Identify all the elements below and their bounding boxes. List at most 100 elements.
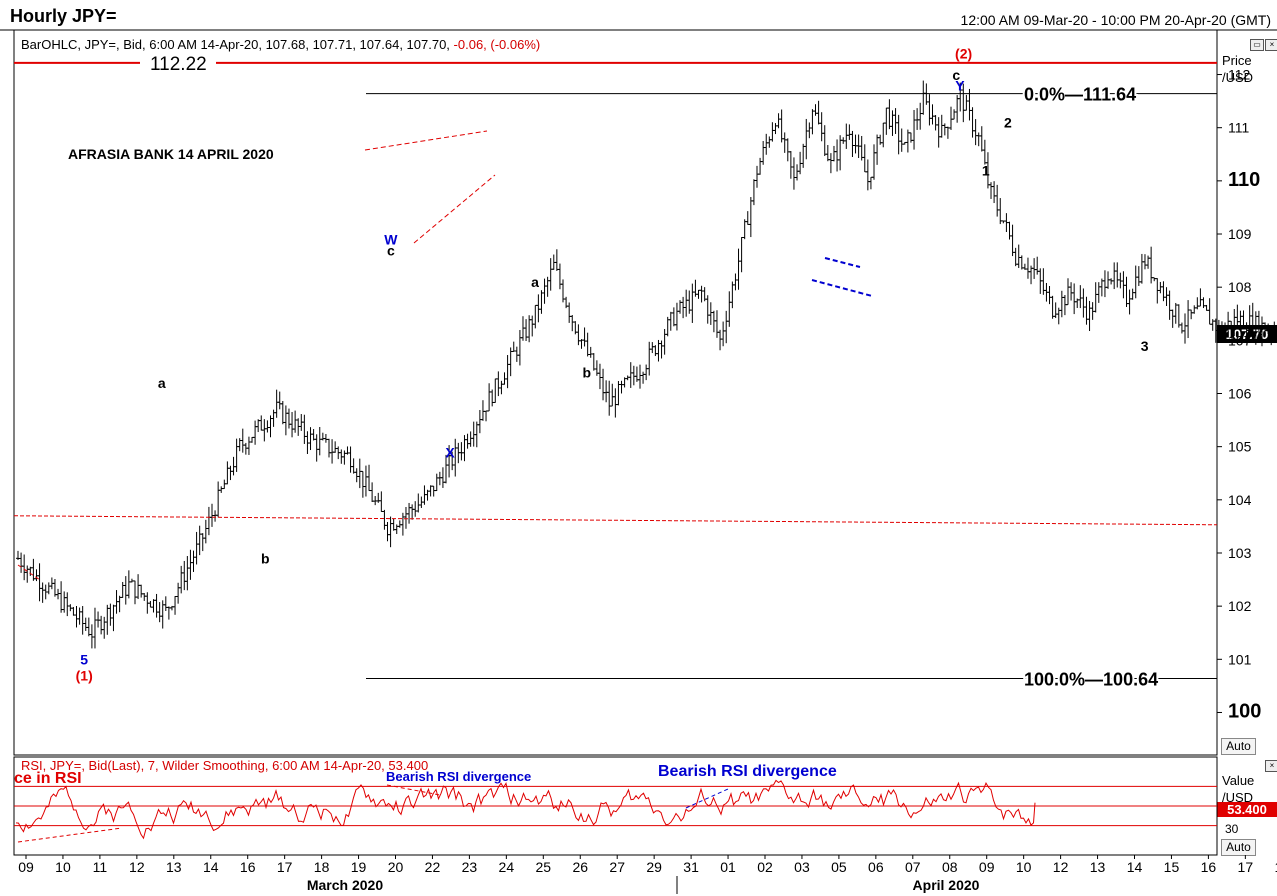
rsi-divergence-label-2: Bearish RSI divergence bbox=[658, 763, 837, 780]
rsi-divergence-line-2 bbox=[685, 788, 729, 809]
x-tick-label: 17 bbox=[277, 859, 293, 875]
wave-label: 3 bbox=[1141, 338, 1149, 354]
y-tick-label: 100 bbox=[1228, 700, 1261, 722]
x-tick-label: 20 bbox=[388, 859, 404, 875]
x-tick-label: 31 bbox=[683, 859, 699, 875]
wave-label: 2 bbox=[1004, 115, 1012, 131]
wave-label: b bbox=[261, 551, 270, 567]
x-tick-label: 24 bbox=[499, 859, 515, 875]
x-tick-label: 13 bbox=[1090, 859, 1106, 875]
wave-label: c bbox=[952, 67, 960, 83]
x-tick-label: 27 bbox=[609, 859, 625, 875]
triangle-lower-line bbox=[413, 174, 496, 244]
date-range: 12:00 AM 09-Mar-20 - 10:00 PM 20-Apr-20 … bbox=[960, 12, 1271, 28]
rsi-legend: RSI, JPY=, Bid(Last), 7, Wilder Smoothin… bbox=[21, 758, 429, 773]
x-tick-label: 16 bbox=[1201, 859, 1217, 875]
x-tick-label: 26 bbox=[572, 859, 588, 875]
y-tick-label: 101 bbox=[1228, 651, 1252, 667]
rsi-divergence-label-1: Bearish RSI divergence bbox=[386, 769, 532, 784]
rsi-value-tag: 53.400 bbox=[1217, 802, 1277, 817]
x-tick-label: 07 bbox=[905, 859, 921, 875]
y-tick-label: 107 bbox=[1228, 332, 1252, 348]
x-tick-label: 08 bbox=[942, 859, 958, 875]
wedge-line bbox=[17, 564, 41, 581]
wave-label: Y bbox=[955, 77, 965, 93]
y-tick-label: 112 bbox=[1228, 67, 1251, 83]
rsi-overlay-text: ce in RSI bbox=[14, 770, 82, 787]
x-tick-label: 14 bbox=[1127, 859, 1143, 875]
x-tick-label: 02 bbox=[757, 859, 773, 875]
x-tick-label: 14 bbox=[203, 859, 219, 875]
support-dashed-line bbox=[13, 515, 1218, 526]
wave-label: c bbox=[387, 242, 395, 258]
close-icon[interactable]: × bbox=[1265, 39, 1277, 51]
rsi-divergence-line-1 bbox=[386, 784, 441, 796]
rsi-axis-title: Value /USD bbox=[1222, 773, 1255, 805]
fib-label: 100.0%—100.64 bbox=[1024, 669, 1158, 689]
x-tick-label: 25 bbox=[536, 859, 552, 875]
x-tick-label: 19 bbox=[1275, 859, 1277, 875]
flag-lower-line bbox=[811, 279, 873, 297]
price-axis-title: Price /USD bbox=[1222, 53, 1254, 85]
x-tick-label: 09 bbox=[979, 859, 995, 875]
x-tick-label: 12 bbox=[129, 859, 145, 875]
month-label-march: March 2020 bbox=[307, 877, 383, 893]
wave-label: a bbox=[531, 274, 539, 290]
rsi-auto-button[interactable]: Auto bbox=[1221, 839, 1256, 856]
wave-label: (2) bbox=[955, 46, 972, 62]
x-tick-label: 01 bbox=[720, 859, 736, 875]
y-tick-label: 102 bbox=[1228, 598, 1252, 614]
wave-label: X bbox=[445, 444, 455, 460]
x-tick-label: 10 bbox=[55, 859, 71, 875]
x-tick-label: 03 bbox=[794, 859, 810, 875]
wave-label: b bbox=[582, 365, 591, 381]
ohlc-legend-change: -0.06, (-0.06%) bbox=[453, 37, 541, 52]
x-tick-label: 05 bbox=[831, 859, 847, 875]
rsi-trendline bbox=[17, 827, 123, 843]
resistance-label: 112.22 bbox=[150, 54, 207, 75]
x-tick-label: 15 bbox=[1164, 859, 1180, 875]
x-tick-label: 12 bbox=[1053, 859, 1069, 875]
x-tick-label: 17 bbox=[1238, 859, 1254, 875]
y-tick-label: 109 bbox=[1228, 226, 1252, 242]
price-auto-button[interactable]: Auto bbox=[1221, 738, 1256, 755]
ohlc-legend: BarOHLC, JPY=, Bid, 6:00 AM 14-Apr-20, 1… bbox=[21, 37, 540, 52]
y-tick-label: 110 bbox=[1228, 169, 1260, 191]
x-tick-label: 22 bbox=[425, 859, 441, 875]
minimize-icon[interactable]: ▭ bbox=[1250, 39, 1264, 51]
x-tick-label: 09 bbox=[18, 859, 34, 875]
y-tick-label: 105 bbox=[1228, 439, 1252, 455]
wave-label: 1 bbox=[982, 163, 990, 179]
ohlc-legend-text: BarOHLC, JPY=, Bid, 6:00 AM 14-Apr-20, 1… bbox=[21, 37, 450, 52]
y-tick-label: 106 bbox=[1228, 386, 1252, 402]
triangle-upper-line bbox=[364, 130, 488, 151]
flag-upper-line bbox=[824, 257, 861, 268]
x-tick-label: 18 bbox=[314, 859, 330, 875]
x-tick-label: 13 bbox=[166, 859, 182, 875]
annotation-title: AFRASIA BANK 14 APRIL 2020 bbox=[68, 146, 274, 162]
x-tick-label: 10 bbox=[1016, 859, 1032, 875]
chart-title: Hourly JPY= bbox=[10, 6, 117, 26]
rsi-level-30: 30 bbox=[1225, 822, 1239, 836]
x-tick-label: 06 bbox=[868, 859, 884, 875]
y-tick-label: 108 bbox=[1228, 279, 1252, 295]
x-tick-label: 29 bbox=[646, 859, 662, 875]
y-tick-label: 103 bbox=[1228, 545, 1252, 561]
x-tick-label: 19 bbox=[351, 859, 367, 875]
y-tick-label: 104 bbox=[1228, 492, 1252, 508]
wave-label: W bbox=[384, 232, 398, 248]
x-tick-label: 16 bbox=[240, 859, 256, 875]
x-tick-label: 11 bbox=[93, 859, 108, 875]
fib-label: 0.0%—111.64 bbox=[1024, 85, 1136, 105]
month-label-april: April 2020 bbox=[913, 877, 980, 893]
resistance-label-bg bbox=[140, 50, 216, 75]
wave-label: 5 bbox=[80, 652, 88, 668]
wave-label: (1) bbox=[76, 668, 93, 684]
x-tick-label: 23 bbox=[462, 859, 478, 875]
rsi-line bbox=[15, 779, 1036, 840]
y-tick-label: 111 bbox=[1228, 120, 1249, 136]
rsi-close-icon[interactable]: × bbox=[1265, 760, 1277, 772]
wave-label: a bbox=[158, 375, 166, 391]
